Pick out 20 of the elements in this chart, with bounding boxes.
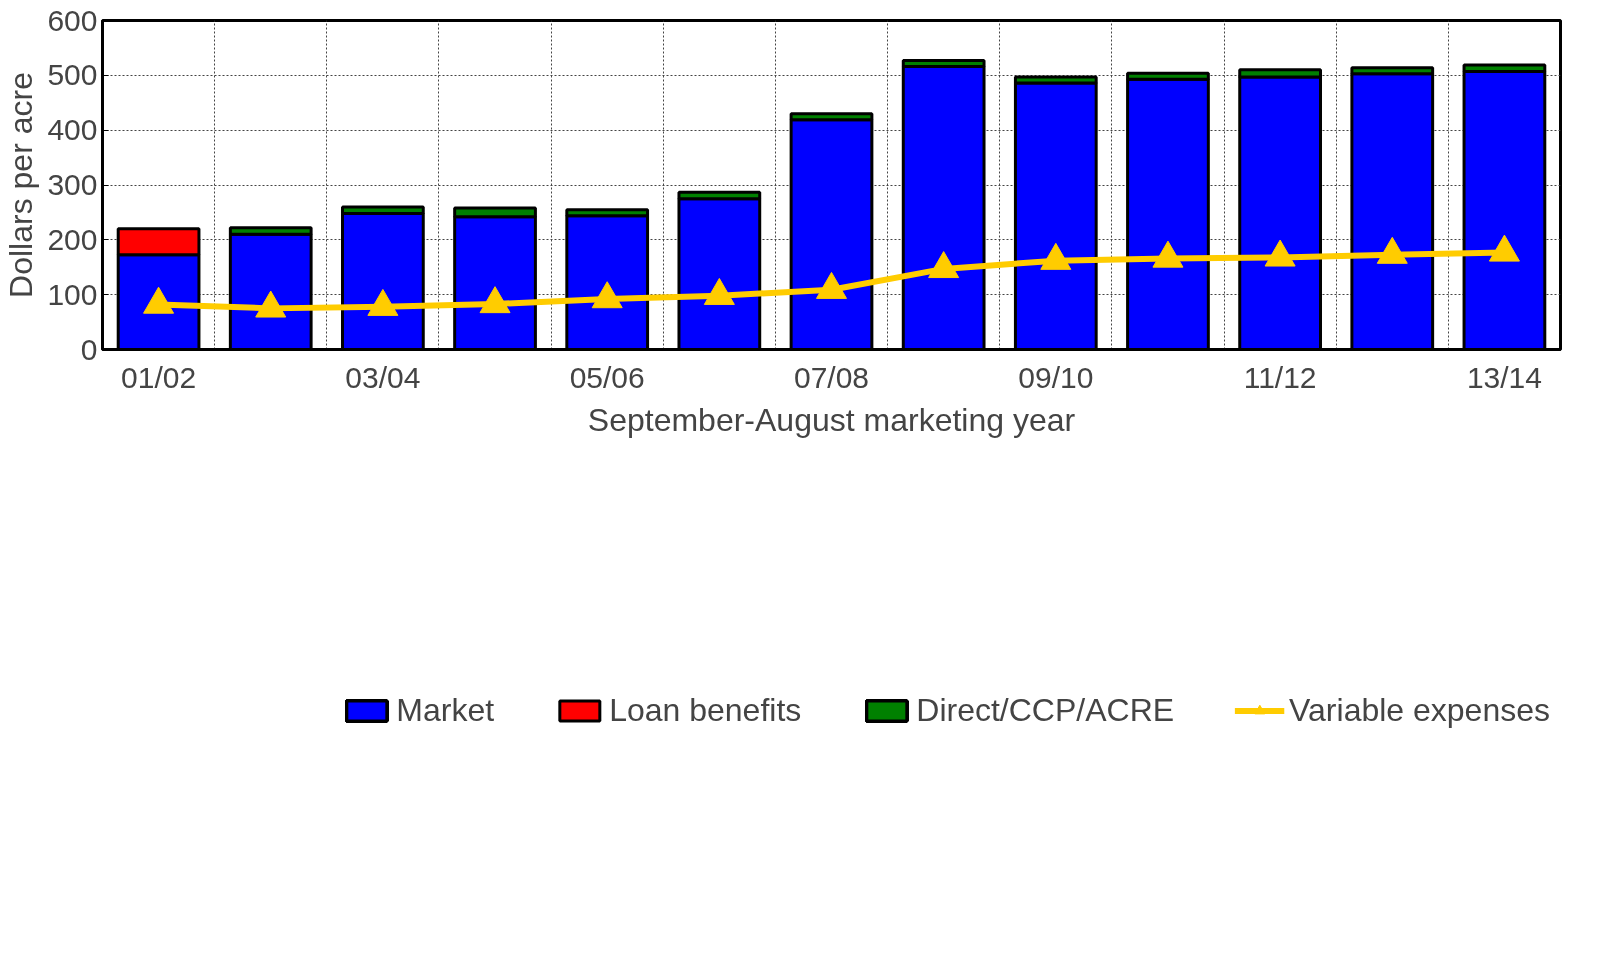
x-tick-label: 11/12 — [1243, 360, 1317, 394]
x-tick-label: 07/08 — [793, 360, 870, 394]
legend-label: Variable expenses — [1289, 691, 1550, 729]
y-tick-label: 0 — [80, 332, 98, 366]
y-tick-label: 100 — [47, 277, 98, 311]
y-tick-label: 400 — [47, 113, 98, 147]
y-axis-title: Dollars per acre — [3, 72, 40, 298]
x-tick-label: 05/06 — [569, 360, 645, 394]
x-tick-label: 13/14 — [1466, 360, 1542, 394]
x-tick-label: 09/10 — [1018, 360, 1094, 394]
y-tick-label: 600 — [47, 3, 98, 37]
legend-label: Loan benefits — [609, 691, 802, 729]
legend-label: Direct/CCP/ACRE — [916, 691, 1175, 729]
x-tick-label: 01/02 — [121, 360, 197, 394]
x-axis-title: September-August marketing year — [587, 401, 1076, 438]
y-tick-label: 200 — [47, 222, 98, 256]
x-tick-label: 03/04 — [345, 360, 421, 394]
y-tick-label: 500 — [47, 58, 98, 92]
y-tick-label: 300 — [47, 168, 98, 201]
legend-label: Market — [396, 691, 495, 729]
